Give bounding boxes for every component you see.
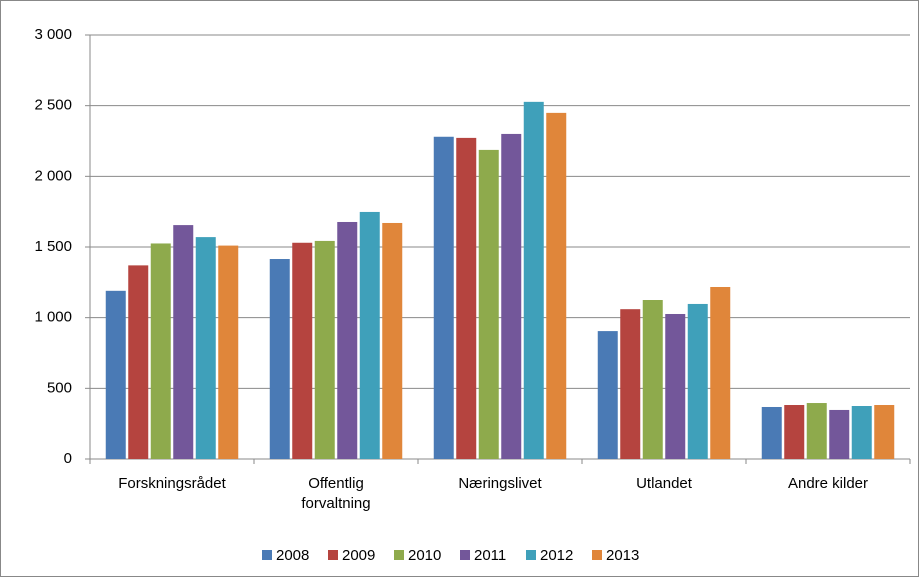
bar [665,313,686,459]
legend-label: 2011 [474,547,506,564]
legend-swatch [328,550,338,560]
bar [851,406,872,459]
x-tick-label: Offentlig forvaltning [301,475,371,512]
bar [218,245,239,459]
bar [150,243,171,459]
y-tick-label: 2 500 [34,97,72,114]
legend-label: 2013 [606,547,639,564]
y-tick-label: 2 000 [34,167,72,184]
legend-label: 2009 [342,547,375,564]
y-tick-label: 500 [47,379,72,396]
x-tick-label: Andre kilder [787,475,869,492]
bar [128,265,149,459]
x-tick-label: Utlandet [636,475,692,492]
bar [314,240,335,459]
bar [105,290,126,459]
bar [501,133,522,459]
bar [597,331,618,459]
bar [761,406,782,459]
bar [292,242,313,459]
bar [382,222,403,459]
y-tick-label: 3 000 [34,26,72,43]
bar [784,405,805,459]
y-tick-label: 1 000 [34,309,72,326]
bar [546,112,567,459]
legend-label: 2008 [276,547,309,564]
x-label-box: Næringslivet [458,475,542,492]
legend-swatch [592,550,602,560]
bar [478,149,499,460]
y-tick-label: 1 500 [34,238,72,255]
bar [806,403,827,459]
legend-swatch [262,550,272,560]
bar [195,237,216,459]
legend-label: 2010 [408,547,441,564]
bar [620,309,641,459]
x-label-box: Offentlig forvaltning [301,475,371,512]
x-label-box: Forskningsrådet [118,475,226,492]
legend-label: 2012 [540,547,573,564]
legend-swatch [460,550,470,560]
legend-swatch [526,550,536,560]
bar [359,211,380,459]
bar [523,101,544,459]
bar [433,136,454,459]
legend-swatch [394,550,404,560]
bar [456,137,477,459]
bar [173,225,194,459]
bar [642,300,663,459]
x-tick-label: Forskningsrådet [118,475,226,492]
y-tick-label: 0 [64,450,72,467]
bar [829,409,850,459]
bar [687,303,708,459]
x-tick-label: Næringslivet [458,475,542,492]
x-label-box: Andre kilder [787,475,869,492]
bar [337,221,358,459]
bar [874,405,895,459]
bar [269,259,290,459]
bar [710,286,731,459]
x-label-box: Utlandet [636,475,692,492]
